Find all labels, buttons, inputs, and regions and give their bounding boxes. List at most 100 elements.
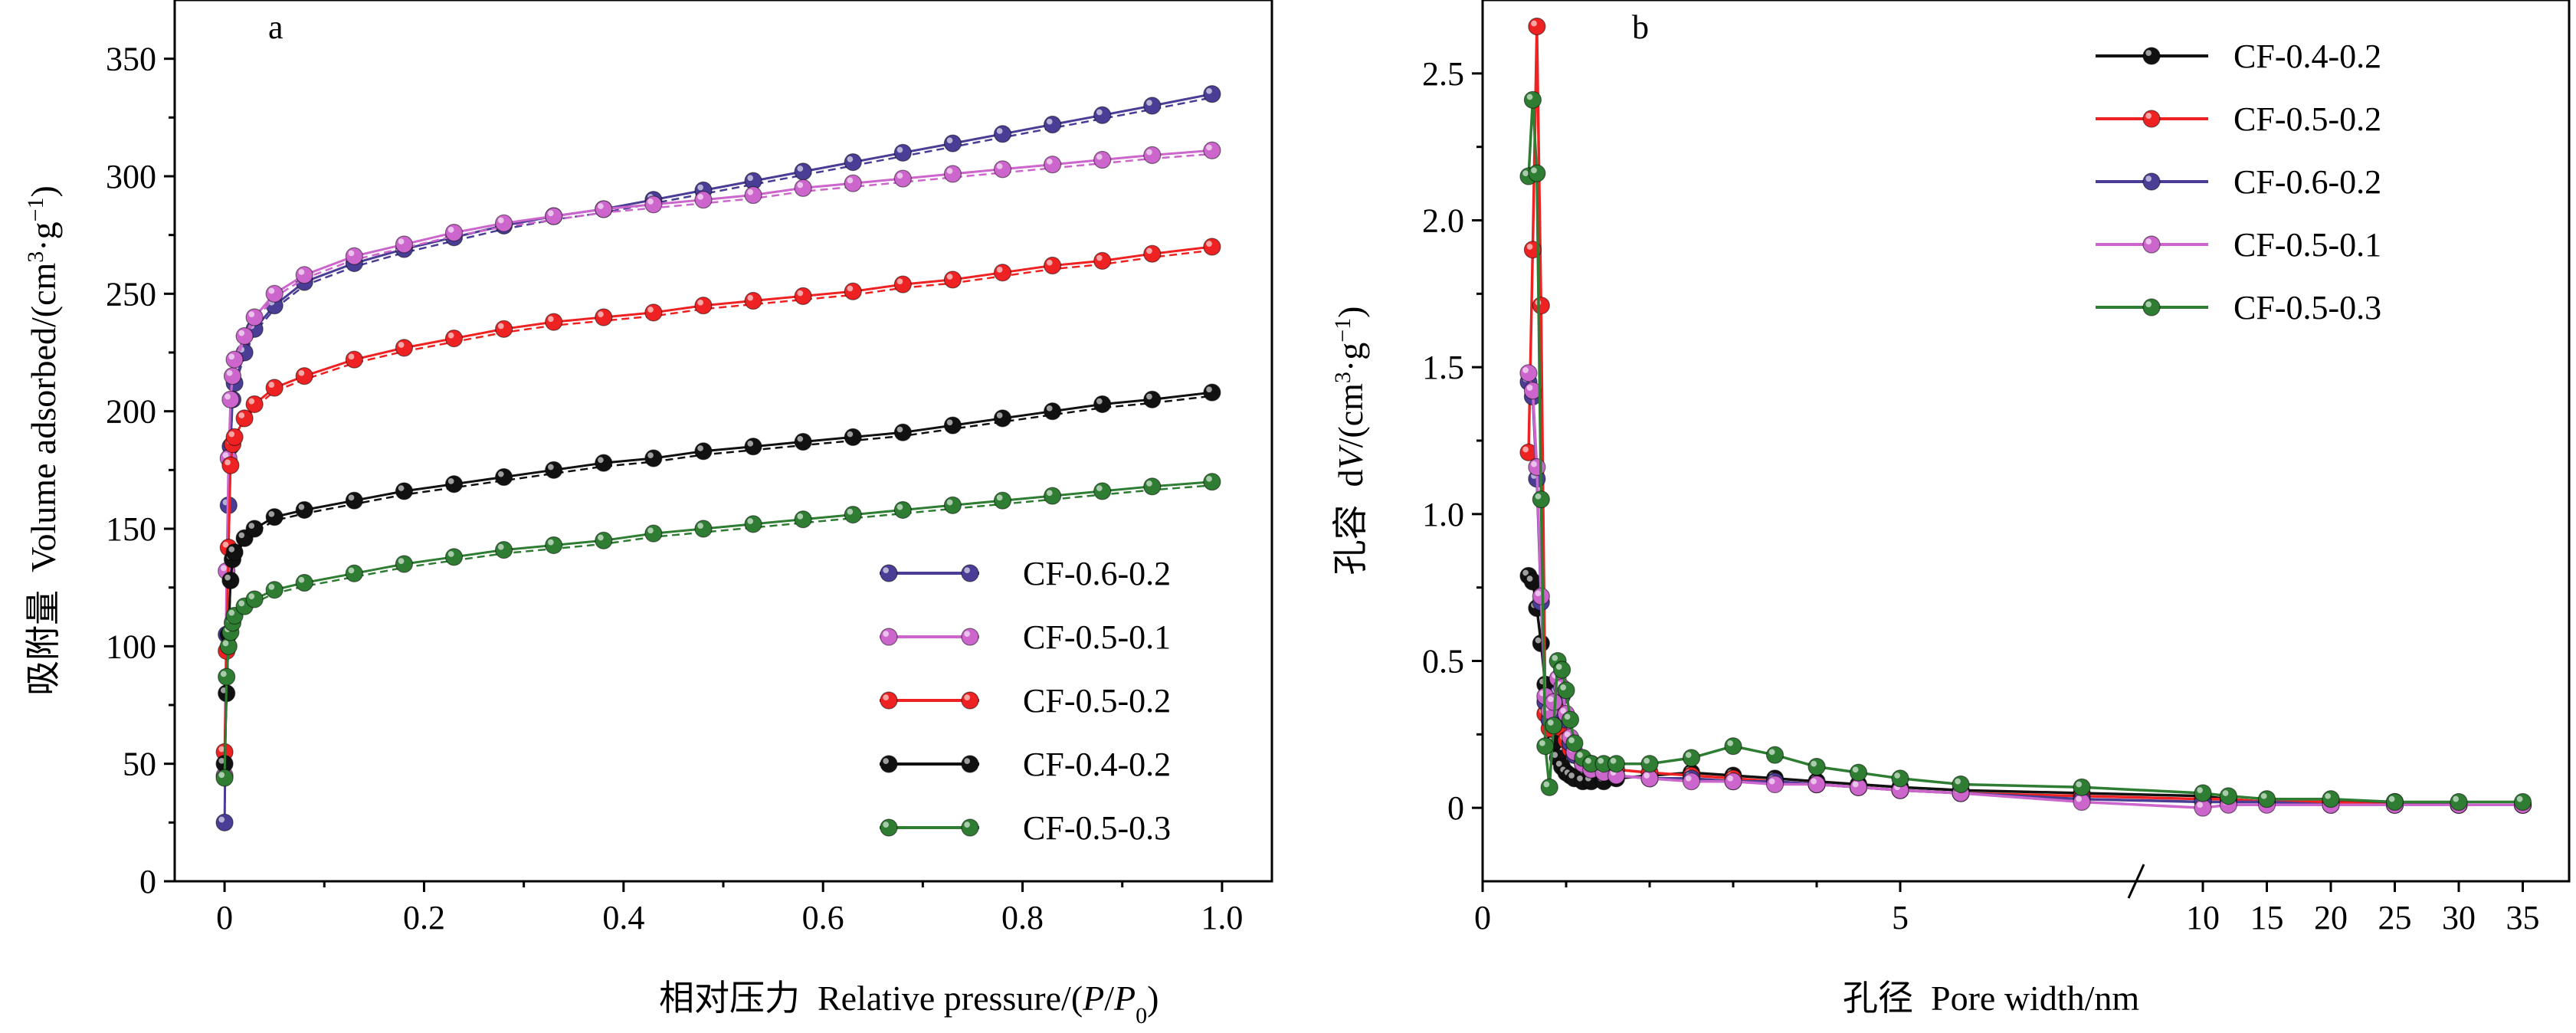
a-data-point-highlight bbox=[598, 457, 604, 464]
a-data-point bbox=[893, 423, 912, 441]
a-data-point-highlight bbox=[896, 426, 903, 433]
panel-a: a 0 50 100 150 200 250 300 350 0 0.2 0.4 0.6 0.8 1.0… bbox=[23, 0, 1273, 1028]
a-ytick-label: 100 bbox=[106, 628, 156, 665]
a-data-point bbox=[494, 320, 513, 338]
a-data-point-highlight bbox=[298, 576, 305, 583]
a-data-point-highlight bbox=[946, 499, 953, 506]
a-legend-marker bbox=[880, 691, 898, 710]
a-legend-marker-highlight bbox=[964, 758, 970, 765]
b-legend-label: CF-0.5-0.2 bbox=[2234, 100, 2381, 138]
a-legend-label: CF-0.6-0.2 bbox=[1023, 555, 1171, 592]
b-ytick-label: 2.5 bbox=[1422, 55, 1464, 93]
b-legend-marker-highlight bbox=[2145, 301, 2152, 307]
a-data-point bbox=[1143, 97, 1162, 115]
a-data-point-highlight bbox=[797, 513, 804, 520]
a-ytick-label: 300 bbox=[106, 158, 156, 195]
a-data-point-highlight bbox=[497, 323, 504, 330]
a-data-point-highlight bbox=[222, 452, 229, 459]
a-data-point bbox=[943, 165, 962, 183]
a-data-point bbox=[1043, 156, 1062, 174]
b-data-point bbox=[1523, 90, 1542, 109]
a-data-point-highlight bbox=[220, 687, 227, 694]
a-data-point-highlight bbox=[797, 290, 804, 297]
a-data-point bbox=[794, 432, 812, 451]
b-data-point bbox=[1557, 681, 1575, 700]
b-data-point-highlight bbox=[1568, 772, 1575, 779]
a-data-point-highlight bbox=[1046, 118, 1053, 125]
a-data-point bbox=[694, 442, 713, 461]
a-data-point bbox=[395, 339, 414, 357]
a-data-point-highlight bbox=[348, 250, 355, 257]
a-data-point-highlight bbox=[348, 353, 355, 360]
a-data-point-highlight bbox=[847, 285, 854, 292]
b-data-point-highlight bbox=[1727, 775, 1733, 782]
b-legend-marker-highlight bbox=[2145, 113, 2152, 119]
a-data-point-highlight bbox=[238, 330, 245, 336]
b-data-point bbox=[1545, 717, 1563, 735]
a-series-CF-0.5-0.2 bbox=[215, 238, 1221, 761]
a-data-point bbox=[245, 590, 264, 608]
a-data-point-highlight bbox=[1206, 87, 1212, 94]
b-data-point-highlight bbox=[1568, 737, 1575, 743]
b-ytick-label: 1.5 bbox=[1422, 349, 1464, 386]
b-legend-label: CF-0.5-0.3 bbox=[2234, 289, 2381, 326]
a-data-point-highlight bbox=[268, 510, 275, 517]
panel-b: b 0 0.5 1.0 1.5 2.0 2.5 0 5 10 15 20 25 30 35 CF-0.4… bbox=[1330, 0, 2571, 1018]
a-data-point bbox=[545, 313, 563, 331]
b-legend-marker bbox=[2142, 172, 2161, 191]
a-data-point bbox=[943, 416, 962, 435]
b-data-point-highlight bbox=[1955, 778, 1961, 785]
b-data-point bbox=[2194, 784, 2212, 802]
a-data-point-highlight bbox=[946, 137, 953, 144]
a-data-point bbox=[893, 500, 912, 520]
a-data-point bbox=[744, 515, 762, 533]
a-data-point-highlight bbox=[896, 146, 903, 153]
a-data-point bbox=[993, 491, 1012, 510]
a-data-point-highlight bbox=[220, 565, 227, 572]
b-data-point bbox=[1682, 772, 1701, 791]
a-data-point bbox=[395, 482, 414, 500]
a-data-point bbox=[295, 500, 313, 520]
b-data-point-highlight bbox=[1531, 167, 1537, 174]
a-data-point bbox=[265, 379, 283, 397]
a-data-point-highlight bbox=[348, 494, 355, 501]
a-data-point-highlight bbox=[647, 307, 654, 313]
a-legend-marker-highlight bbox=[964, 694, 970, 701]
a-data-point-highlight bbox=[697, 193, 703, 200]
a-legend-marker bbox=[961, 691, 979, 710]
a-legend-label: CF-0.5-0.1 bbox=[1023, 618, 1171, 656]
b-data-point bbox=[1532, 490, 1550, 509]
x-axis-label-a: 相对压力 Relative pressure/(P/P0) bbox=[659, 979, 1159, 1028]
a-data-point-highlight bbox=[547, 210, 554, 217]
b-legend-label: CF-0.5-0.1 bbox=[2234, 226, 2381, 264]
b-xtick-label: 35 bbox=[2506, 899, 2540, 936]
y-axis-label-a: 吸附量 Volume adsorbed/(cm3·g−1) bbox=[23, 185, 64, 696]
b-xtick-label: 20 bbox=[2314, 899, 2348, 936]
a-data-point-highlight bbox=[224, 393, 231, 400]
a-legend-marker bbox=[880, 628, 898, 646]
a-data-point bbox=[694, 297, 713, 315]
a-data-point bbox=[345, 491, 363, 510]
a-data-point-highlight bbox=[946, 419, 953, 426]
a-data-point bbox=[1203, 383, 1221, 402]
a-data-point bbox=[235, 326, 254, 346]
a-legend-marker-highlight bbox=[964, 631, 970, 638]
b-data-point-highlight bbox=[2222, 790, 2229, 796]
a-data-point-highlight bbox=[497, 471, 504, 477]
a-data-point-highlight bbox=[797, 182, 804, 189]
b-data-point-highlight bbox=[1547, 696, 1554, 703]
a-ytick-label: 350 bbox=[106, 41, 156, 78]
plot-frame-b bbox=[1481, 0, 2571, 883]
b-series-CF-0.6-0.2 bbox=[1519, 372, 2532, 814]
b-data-point bbox=[1891, 769, 1909, 788]
a-data-point bbox=[494, 467, 513, 487]
b-xtick-label: 25 bbox=[2378, 899, 2412, 936]
a-data-point-highlight bbox=[238, 600, 245, 607]
a-data-point-highlight bbox=[218, 757, 225, 764]
b-legend-marker-highlight bbox=[2145, 50, 2152, 56]
a-data-point-highlight bbox=[398, 342, 405, 348]
y-axis-label-b: 孔容 dV/(cm3·g−1) bbox=[1330, 307, 1371, 576]
a-data-point bbox=[221, 456, 240, 474]
a-data-point bbox=[1203, 85, 1221, 103]
a-data-point-highlight bbox=[1096, 109, 1103, 116]
